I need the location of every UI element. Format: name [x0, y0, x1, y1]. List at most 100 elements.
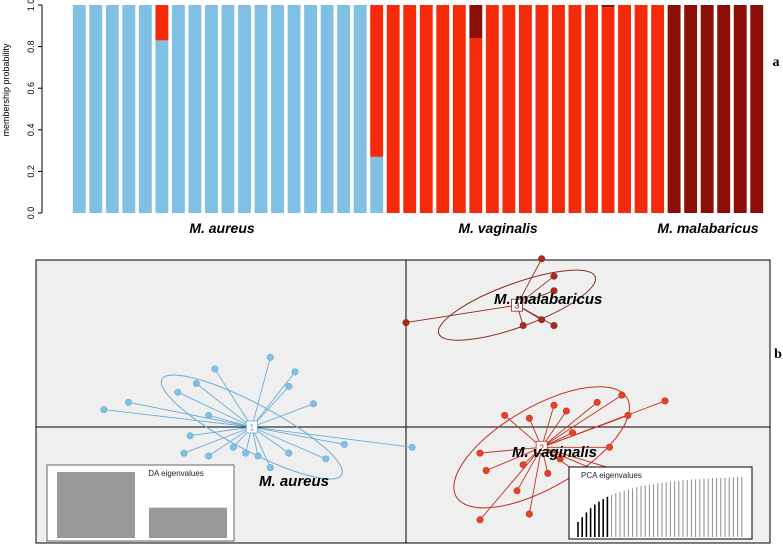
- centroid-label: 1: [249, 423, 254, 433]
- cluster-3: 3: [402, 255, 597, 341]
- da-eigenvalue-bar: [149, 507, 227, 538]
- pca-eigenvalues-label: PCA eigenvalues: [581, 471, 642, 480]
- sample-point: [550, 287, 558, 295]
- sample-point: [661, 397, 669, 405]
- cluster-ellipse: [453, 386, 630, 509]
- membership-bar-segment: [238, 5, 251, 213]
- spoke-line: [103, 409, 252, 428]
- sample-point: [309, 400, 317, 408]
- spoke-line: [177, 391, 253, 428]
- spoke-line: [405, 304, 518, 324]
- membership-bar-segment: [122, 5, 136, 213]
- sample-point: [476, 449, 484, 457]
- panel-a-ylabel: membership probability: [1, 43, 11, 137]
- sample-point: [211, 365, 219, 373]
- membership-bar-segment: [535, 5, 549, 213]
- y-tick-label: 0.8: [26, 40, 36, 53]
- spoke-line: [190, 426, 252, 437]
- panel-b-dapc-scatter: 1 2 3 M. malabaricus M. vaginalis M. aureu…: [35, 255, 782, 544]
- membership-bar-segment: [320, 5, 334, 213]
- membership-bar-segment: [155, 40, 169, 213]
- sample-point: [285, 382, 293, 390]
- sample-point: [525, 510, 533, 518]
- membership-bar-segment: [155, 5, 169, 41]
- sample-point: [624, 411, 632, 419]
- pca-eigenvalues-inset: PCA eigenvalues: [568, 466, 753, 540]
- y-axis-ticks: 0.0 0.2 0.4 0.6 0.8 1.0: [26, 0, 42, 219]
- sample-point: [186, 432, 194, 440]
- sample-point: [556, 455, 564, 463]
- cluster-label-vaginalis: M. vaginalis: [512, 444, 597, 461]
- y-tick-label: 0.4: [26, 124, 36, 137]
- centroid-box: [511, 298, 523, 312]
- sample-point: [593, 398, 601, 406]
- membership-bar-segment: [287, 5, 301, 213]
- sample-point: [513, 487, 521, 495]
- spoke-line: [528, 447, 543, 515]
- membership-bar-segment: [651, 5, 665, 213]
- da-eigenvalue-bar: [57, 472, 135, 538]
- membership-bar-segment: [72, 5, 86, 213]
- membership-bar-segment: [452, 5, 466, 213]
- cluster-label-aureus: M. aureus: [259, 473, 329, 490]
- sample-point: [550, 321, 558, 329]
- membership-bar-segment: [667, 5, 681, 213]
- membership-bar-segment: [469, 5, 483, 39]
- sample-point: [538, 316, 546, 324]
- spoke-line: [541, 414, 629, 448]
- sample-point: [482, 466, 490, 474]
- y-tick-label: 0.6: [26, 82, 36, 95]
- membership-bar-segment: [337, 5, 351, 213]
- membership-bar-segment: [469, 38, 483, 213]
- membership-bar-segment: [89, 5, 103, 213]
- membership-bar-segment: [552, 5, 565, 213]
- spoke-line: [251, 371, 296, 428]
- sample-point: [205, 452, 213, 460]
- membership-bar-segment: [304, 5, 318, 213]
- da-eigenvalues-inset: DA eigenvalues: [46, 464, 235, 542]
- membership-bar-segment: [254, 5, 268, 213]
- spoke-line: [128, 401, 252, 428]
- sample-point: [402, 319, 410, 327]
- y-tick-label: 0.0: [26, 207, 36, 220]
- panel-letter-a: a: [773, 55, 780, 70]
- membership-bar-segment: [502, 5, 516, 213]
- spoke-line: [541, 394, 623, 448]
- sample-point: [192, 379, 200, 387]
- da-eigenvalues-label: DA eigenvalues: [148, 469, 204, 478]
- membership-bar-segment: [353, 5, 367, 213]
- y-tick-label: 0.2: [26, 165, 36, 178]
- membership-bar-segment: [750, 5, 764, 213]
- spoke-line: [196, 383, 253, 428]
- membership-bar-segment: [700, 5, 714, 213]
- group-label-aureus: M. aureus: [189, 220, 255, 236]
- membership-bar-segment: [485, 5, 499, 213]
- spoke-line: [516, 447, 543, 492]
- sample-point: [174, 388, 182, 396]
- membership-bar-segment: [205, 5, 218, 213]
- membership-bar-segment: [221, 5, 235, 213]
- sample-point: [266, 353, 274, 361]
- sample-point: [180, 449, 188, 457]
- sample-point: [519, 461, 527, 469]
- centroid-box: [245, 420, 258, 434]
- membership-bar-segment: [733, 5, 747, 213]
- spoke-line: [251, 403, 314, 428]
- membership-bar-segment: [568, 5, 582, 213]
- spoke-line: [183, 426, 252, 454]
- membership-bar-segment: [585, 5, 598, 213]
- spoke-line: [479, 446, 542, 454]
- sample-point: [544, 469, 552, 477]
- spoke-line: [485, 446, 542, 471]
- sample-point: [125, 398, 133, 406]
- sample-point: [525, 414, 533, 422]
- spoke-line: [516, 275, 555, 306]
- membership-bar-segment: [370, 156, 384, 213]
- sample-point: [285, 449, 293, 457]
- membership-bar-segment: [518, 5, 532, 213]
- spoke-line: [251, 426, 345, 445]
- spoke-line: [516, 258, 543, 306]
- membership-bar-segment: [601, 5, 615, 8]
- sample-point: [476, 516, 484, 524]
